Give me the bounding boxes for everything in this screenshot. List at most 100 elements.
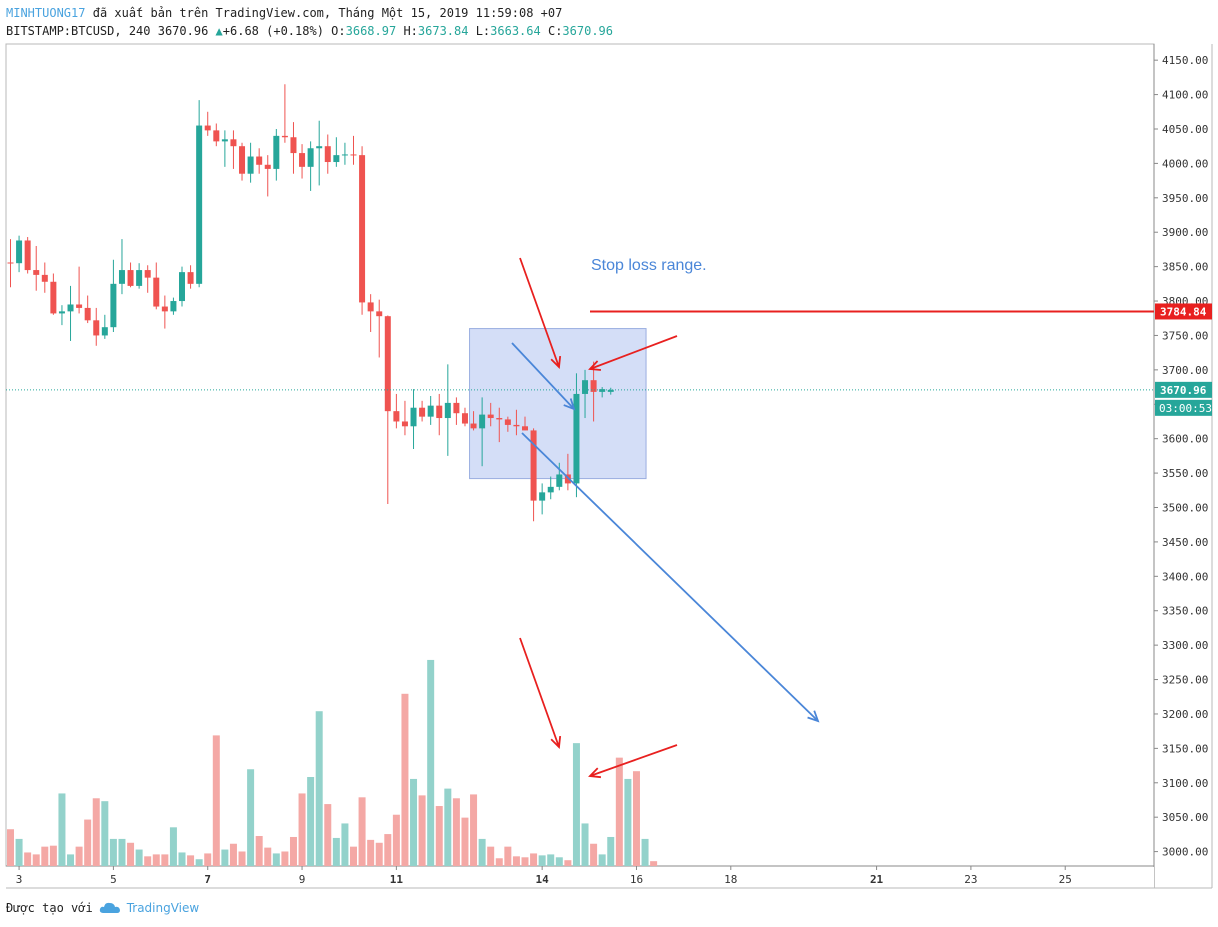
countdown-tag-label: 03:00:53	[1159, 402, 1212, 415]
candle	[461, 407, 468, 427]
price-tick-label: 3300.00	[1162, 639, 1208, 652]
tradingview-logo-text[interactable]: TradingView	[126, 901, 200, 915]
candle	[136, 263, 143, 289]
low-value: 3663.64	[490, 24, 541, 38]
volume-bar	[324, 804, 332, 866]
candle-body	[384, 316, 391, 412]
price-tick-label: 3600.00	[1162, 433, 1208, 446]
candle-body	[179, 272, 185, 302]
volume-bar	[24, 852, 32, 866]
volume-bar	[264, 847, 272, 866]
volume-bar	[289, 836, 297, 866]
price-tick-label: 3000.00	[1162, 846, 1208, 859]
candle-body	[93, 320, 100, 336]
candle-body	[58, 311, 65, 314]
candle-body	[607, 389, 614, 392]
volume-bar	[101, 801, 109, 866]
arrow-shaft	[511, 342, 575, 410]
publish-info: MINHTUONG17 đã xuất bản trên TradingView…	[6, 6, 562, 20]
volume-bar	[624, 778, 632, 866]
candle-body	[247, 156, 254, 174]
candle	[33, 245, 40, 291]
candle	[564, 453, 571, 491]
candle	[118, 239, 125, 295]
candle-body	[530, 430, 537, 501]
candle-body	[367, 302, 374, 312]
volume-bar	[178, 852, 186, 866]
red-arrow-icon[interactable]	[519, 637, 562, 749]
blue-arrow-icon[interactable]	[521, 432, 820, 723]
candle-body	[230, 139, 237, 147]
level-price-tag	[1155, 303, 1212, 320]
countdown-tag	[1155, 399, 1212, 416]
candle-body	[401, 421, 408, 427]
candle	[384, 315, 391, 505]
price-tick-label: 3450.00	[1162, 536, 1208, 549]
price-tick-label: 3700.00	[1162, 364, 1208, 377]
blue-arrow-icon[interactable]	[511, 342, 576, 411]
candle-body	[41, 274, 48, 282]
red-arrow-icon[interactable]	[519, 257, 562, 369]
candle-body	[239, 146, 246, 174]
stop-loss-range-label[interactable]: Stop loss range.	[591, 257, 707, 274]
volume-bar	[487, 846, 495, 866]
volume-bar	[367, 839, 375, 866]
candle	[84, 295, 91, 324]
candle-body	[24, 240, 31, 271]
volume-bar	[384, 834, 392, 866]
volume-bar	[495, 858, 503, 866]
volume-bar	[195, 859, 203, 866]
candle	[427, 396, 434, 425]
candle	[187, 265, 194, 289]
low-label: L:	[475, 24, 491, 38]
author-name[interactable]: MINHTUONG17	[6, 6, 86, 20]
change-value: +6.68 (+0.18%)	[222, 24, 324, 38]
volume-bar	[127, 842, 135, 866]
candle	[67, 285, 74, 341]
candle	[350, 135, 357, 165]
price-axis[interactable]	[1155, 44, 1212, 888]
candle-body	[436, 405, 443, 419]
published-text: đã xuất bản trên TradingView.com, Tháng …	[92, 6, 563, 20]
candle	[547, 476, 554, 500]
volume-bar	[281, 851, 289, 866]
volume-bar	[272, 853, 280, 866]
time-axis[interactable]	[6, 867, 1154, 888]
candle	[281, 84, 288, 143]
volume-bar	[32, 854, 40, 866]
volume-bar	[221, 849, 229, 866]
candle-body	[590, 380, 597, 392]
candle	[393, 393, 400, 429]
volume-bar	[452, 798, 460, 866]
candle	[607, 387, 614, 395]
candle	[16, 235, 23, 273]
candle-body	[324, 146, 331, 163]
level-price-tag-label: 3784.84	[1160, 305, 1207, 318]
candle	[487, 402, 494, 427]
candle	[479, 397, 486, 467]
volume-bar	[572, 743, 580, 866]
stop-loss-range-box[interactable]	[469, 328, 647, 480]
volume-bar	[118, 838, 126, 866]
candle-body	[144, 270, 151, 278]
footer-text: Được tạo với	[6, 901, 93, 915]
volume-bar	[49, 845, 57, 866]
current-price-tag	[1155, 381, 1212, 398]
candle	[410, 389, 417, 450]
open-label: O:	[331, 24, 346, 38]
candle-body	[273, 135, 280, 169]
high-label: H:	[403, 24, 418, 38]
candle	[50, 273, 57, 315]
time-tick-label: 18	[724, 873, 737, 886]
volume-bar	[75, 846, 83, 866]
candle	[513, 409, 520, 436]
red-arrow-icon[interactable]	[588, 744, 678, 779]
price-tick-label: 3350.00	[1162, 605, 1208, 618]
candle-body	[170, 301, 177, 312]
time-tick-label: 3	[16, 873, 23, 886]
volume-bar	[67, 854, 75, 866]
red-arrow-icon[interactable]	[588, 335, 678, 371]
candle-body	[256, 156, 263, 165]
candle	[444, 364, 451, 456]
